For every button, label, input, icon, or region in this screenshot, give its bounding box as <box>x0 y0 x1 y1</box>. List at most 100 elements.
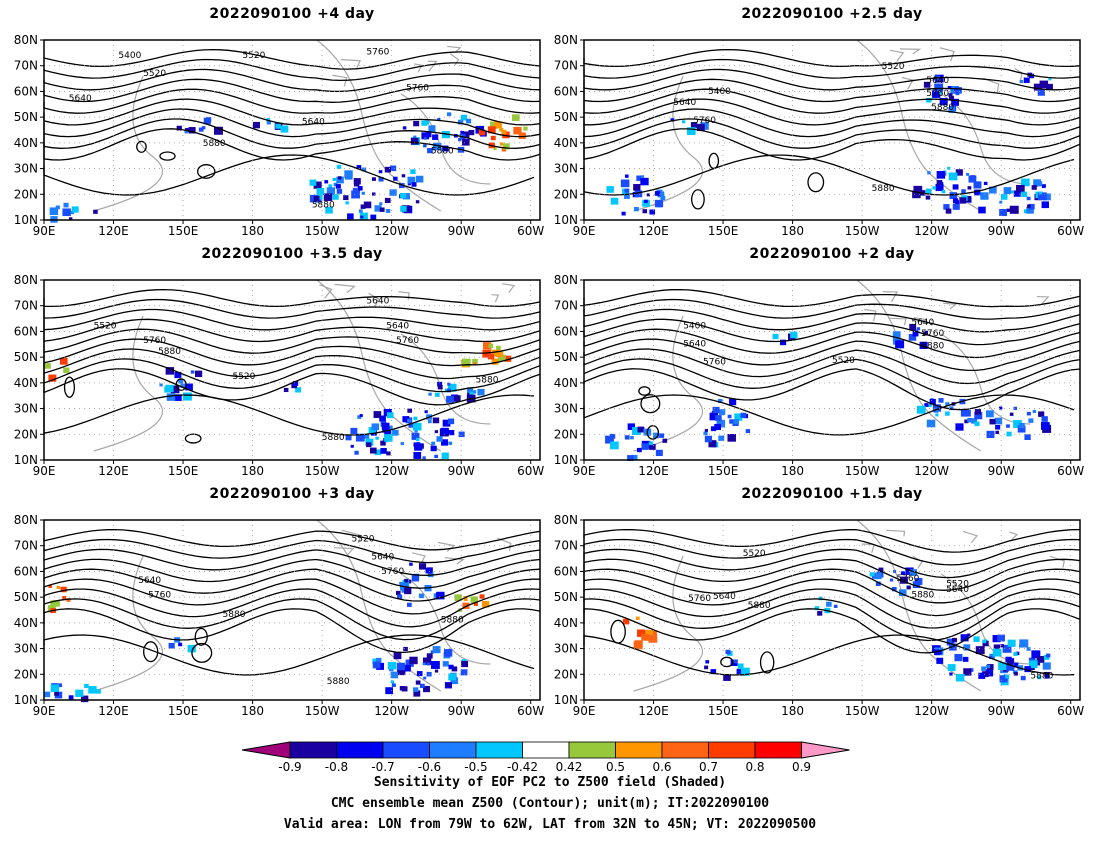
sensitivity-cell <box>936 180 943 186</box>
sensitivity-cell <box>1017 425 1026 433</box>
colorbar-tick-label: 0.8 <box>745 760 764 774</box>
sensitivity-cell <box>1028 418 1034 423</box>
sensitivity-cell <box>649 444 656 450</box>
sensitivity-cell <box>940 182 944 185</box>
sensitivity-cell <box>928 404 932 408</box>
z500-contour-line <box>583 634 1075 676</box>
z500-contour-line <box>43 348 541 380</box>
contour-label: 5760 <box>693 116 716 126</box>
sensitivity-cell <box>955 673 965 682</box>
lat-label: 30N <box>554 642 578 656</box>
contour-label: 5760 <box>703 358 726 368</box>
sensitivity-cell <box>997 634 1005 642</box>
sensitivity-cell <box>936 657 944 664</box>
z500-contour-line <box>583 588 1081 629</box>
sensitivity-cell <box>499 127 504 132</box>
lat-label: 80N <box>14 33 38 47</box>
sensitivity-cell <box>963 644 971 651</box>
sensitivity-cell <box>407 176 416 184</box>
sensitivity-cell <box>948 93 953 97</box>
grid-lines <box>44 40 540 220</box>
sensitivity-cell <box>350 427 358 435</box>
sensitivity-cell <box>380 440 386 446</box>
sensitivity-cell <box>69 217 73 221</box>
coastline-arctic <box>333 547 355 556</box>
colorbar-tick-label: -0.5 <box>464 760 487 774</box>
sensitivity-cell <box>399 686 405 691</box>
sensitivity-cell <box>974 421 980 427</box>
sensitivity-cell <box>1027 204 1031 208</box>
z500-closed-contour <box>143 641 159 663</box>
coastline-arctic <box>1009 531 1019 541</box>
z500-contour-line <box>43 528 541 551</box>
z500-contour-line <box>43 634 535 676</box>
sensitivity-cell <box>999 406 1003 410</box>
sensitivity-cell <box>1003 187 1012 194</box>
sensitivity-cell <box>407 579 412 584</box>
sensitivity-cell <box>423 676 427 680</box>
sensitivity-cell <box>479 594 485 599</box>
sensitivity-cell <box>360 215 364 219</box>
lat-label: 10N <box>14 693 38 707</box>
colorbar-tick-label: -0.42 <box>507 760 538 774</box>
lat-label: 20N <box>14 427 38 441</box>
sensitivity-cell <box>1016 184 1025 193</box>
sensitivity-cell <box>606 186 614 193</box>
colorbar-tick-label: -0.9 <box>278 760 301 774</box>
sensitivity-cell <box>1026 196 1031 201</box>
sensitivity-cell <box>967 633 971 637</box>
lon-label: 90W <box>448 464 475 478</box>
lon-label: 150W <box>305 224 340 238</box>
sensitivity-cell <box>925 188 932 194</box>
sensitivity-cell <box>336 176 344 184</box>
sensitivity-cell <box>384 430 392 437</box>
sensitivity-cell <box>964 195 972 203</box>
lon-label: 150W <box>305 464 340 478</box>
sensitivity-cell <box>283 387 289 393</box>
sensitivity-cell <box>388 425 393 430</box>
caption-line-1: Sensitivity of EOF PC2 to Z500 field (Sh… <box>373 775 727 790</box>
contour-label: 5520 <box>832 356 855 366</box>
map-frame <box>583 279 1081 461</box>
sensitivity-cell <box>465 118 472 124</box>
sensitivity-cell <box>403 665 410 672</box>
coastline-arctic <box>939 47 955 62</box>
z500-contour-line <box>43 154 535 196</box>
z500-contours <box>583 528 1081 676</box>
sensitivity-cell <box>185 383 193 391</box>
z500-closed-contour <box>759 651 775 674</box>
lat-label: 10N <box>14 213 38 227</box>
contour-label: 5880 <box>931 103 954 113</box>
sensitivity-cell <box>461 660 469 668</box>
contour-label: 5880 <box>312 200 335 210</box>
panel-title: 2022090100 +3 day <box>209 486 375 502</box>
lat-label: 80N <box>554 513 578 527</box>
sensitivity-cell <box>1039 191 1043 195</box>
coastline-arctic <box>447 45 462 54</box>
sensitivity-cell <box>415 175 424 183</box>
sensitivity-cell <box>66 598 71 602</box>
sensitivity-cell <box>458 138 462 142</box>
lat-label: 70N <box>554 539 578 553</box>
sensitivity-cell <box>381 422 390 430</box>
lat-label: 70N <box>14 299 38 313</box>
lat-label: 50N <box>14 110 38 124</box>
sensitivity-cell <box>442 419 451 427</box>
sensitivity-cell <box>637 426 645 433</box>
sensitivity-cell <box>409 562 413 566</box>
sensitivity-cell <box>710 426 717 432</box>
sensitivity-cell <box>734 413 743 421</box>
sensitivity-cell <box>733 659 738 664</box>
sensitivity-cell <box>462 131 470 138</box>
sensitivity-cell <box>482 349 491 358</box>
sensitivity-cell <box>932 404 942 412</box>
sensitivity-cell <box>652 432 660 439</box>
lon-label: 120W <box>914 224 949 238</box>
sensitivity-cell <box>814 606 820 611</box>
contour-label: 5760 <box>381 567 404 577</box>
sensitivity-cell <box>473 362 477 366</box>
sensitivity-cell <box>933 408 939 413</box>
sensitivity-cell <box>378 176 384 182</box>
sensitivity-cell <box>912 331 919 337</box>
sensitivity-cell <box>44 363 51 369</box>
